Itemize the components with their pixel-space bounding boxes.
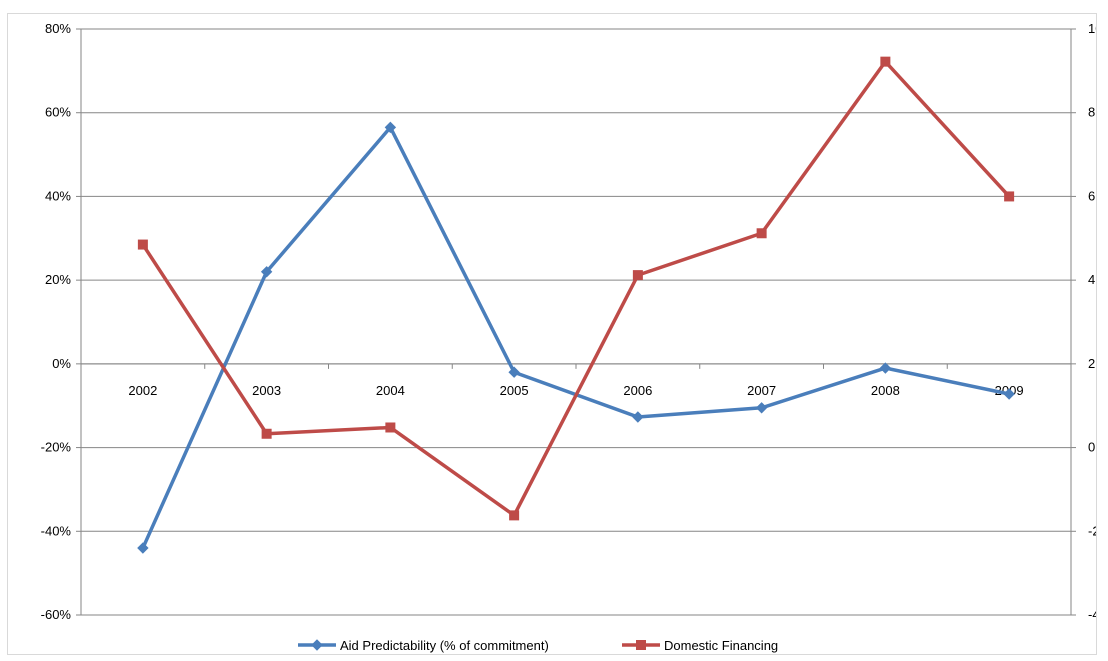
series-2: [137, 56, 1015, 521]
left-tick-label: -40%: [41, 523, 72, 538]
category-label: 2004: [376, 383, 405, 398]
data-point-square: [1004, 191, 1015, 202]
series-line: [141, 125, 1010, 549]
left-tick-label: 0%: [52, 356, 71, 371]
line-chart: -60% -40% -20% 0% 20% 40% 60% 80% -4 -2 0 2 4 6 8 10 200…: [41, 21, 1096, 653]
data-point-diamond: [755, 402, 768, 414]
category-label: 2006: [623, 383, 652, 398]
data-point-diamond: [260, 266, 273, 278]
category-label: 2008: [871, 383, 900, 398]
tick-labels: -60% -40% -20% 0% 20% 40% 60% 80% -4 -2 0 2 4 6 8 10 200…: [41, 21, 1096, 622]
right-tick-label: 8: [1088, 105, 1095, 120]
category-label: 2003: [252, 383, 281, 398]
data-point-square: [509, 510, 520, 521]
legend: Aid Predictability (% of commitment) Dome…: [298, 638, 778, 653]
chart-area: -60% -40% -20% 0% 20% 40% 60% 80% -4 -2 0 2 4 6 8 10 200…: [7, 13, 1097, 655]
data-point-diamond: [508, 366, 520, 378]
data-point-diamond: [1003, 388, 1015, 400]
right-tick-label: 0: [1088, 440, 1095, 455]
data-point-diamond: [384, 121, 397, 134]
right-tick-label: -2: [1088, 523, 1096, 538]
data-point-diamond: [879, 362, 892, 374]
legend-label: Domestic Financing: [664, 638, 778, 653]
category-label: 2005: [500, 383, 529, 398]
axes: [76, 28, 1076, 616]
left-tick-label: 20%: [45, 272, 71, 287]
left-tick-label: 40%: [45, 188, 71, 203]
category-label: 2002: [128, 383, 157, 398]
left-tick-label: -60%: [41, 607, 72, 622]
left-tick-label: 80%: [45, 21, 71, 36]
right-tick-label: 10: [1088, 21, 1096, 36]
right-tick-label: 4: [1088, 272, 1095, 287]
data-point-square: [261, 428, 272, 439]
right-tick-label: 6: [1088, 188, 1095, 203]
series-lines: [137, 56, 1015, 554]
data-point-square: [880, 56, 891, 67]
left-tick-label: -20%: [41, 440, 72, 455]
data-point-square: [756, 228, 767, 239]
left-tick-label: 60%: [45, 105, 71, 120]
data-point-square: [137, 239, 148, 250]
data-point-diamond: [137, 542, 149, 554]
right-tick-label: 2: [1088, 356, 1095, 371]
legend-item: Aid Predictability (% of commitment): [298, 638, 549, 653]
data-point-square: [632, 270, 643, 281]
data-point-square: [385, 422, 396, 433]
gridlines: [81, 28, 1071, 616]
legend-label: Aid Predictability (% of commitment): [340, 638, 549, 653]
legend-marker: [311, 639, 323, 651]
series-line: [141, 59, 1011, 518]
legend-item: Domestic Financing: [622, 638, 778, 653]
legend-marker: [636, 640, 646, 650]
data-point-diamond: [632, 411, 644, 423]
series-1: [137, 121, 1015, 554]
right-tick-label: -4: [1088, 607, 1096, 622]
category-label: 2007: [747, 383, 776, 398]
